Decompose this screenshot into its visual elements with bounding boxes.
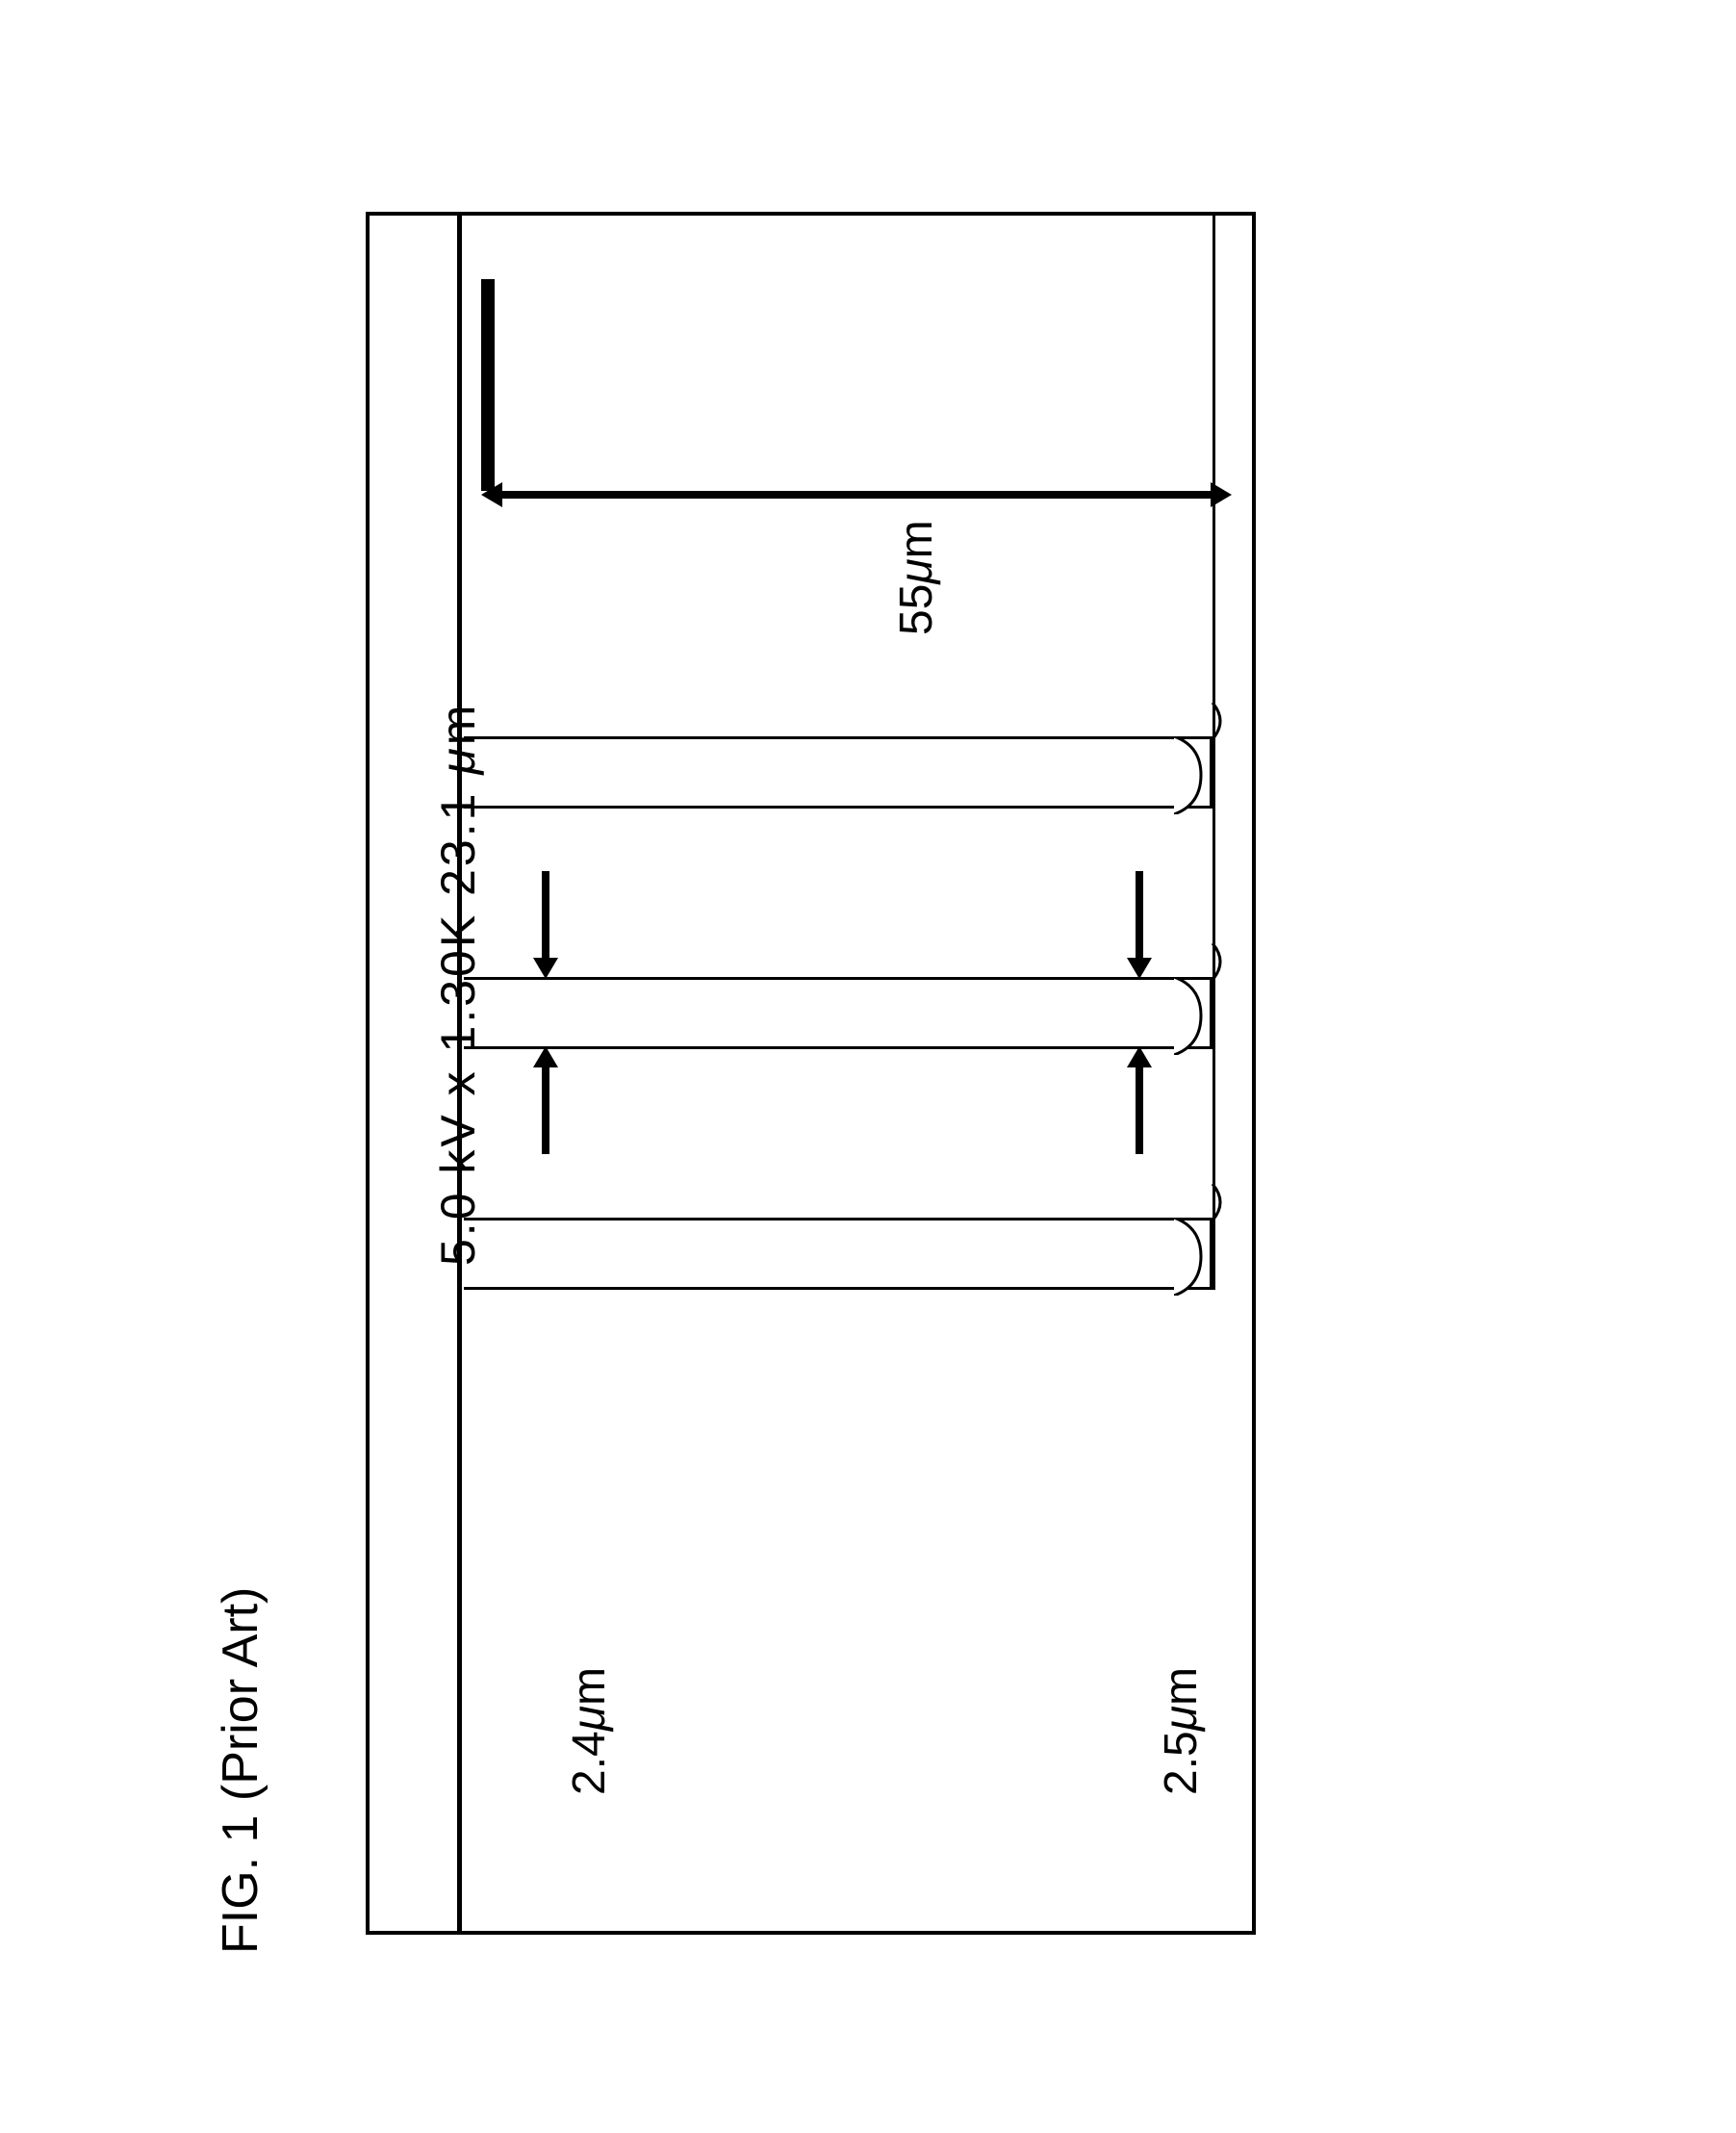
figure-container: FIG. 1 (Prior Art) <box>173 154 1520 1983</box>
sem-footer: 5.0 kV x 1.30K 23.1 μm <box>430 703 486 1266</box>
top-width-arrow-right-line <box>1136 1065 1143 1154</box>
bottom-width-arrow-left-line <box>542 871 549 961</box>
top-width-arrow-left-line <box>1136 871 1143 961</box>
bottom-width-arrow-right-head <box>533 1046 558 1067</box>
height-arrow-head-right <box>1211 482 1232 507</box>
top-width-label: 2.5μm <box>1155 1667 1208 1795</box>
diagram-frame <box>366 212 1256 1935</box>
pillar-2 <box>464 977 1213 1049</box>
height-end-cap <box>481 279 495 491</box>
surface-line <box>1213 214 1215 1290</box>
figure-title: FIG. 1 (Prior Art) <box>212 1587 269 1954</box>
bottom-width-label: 2.4μm <box>563 1667 616 1795</box>
height-arrow-line <box>500 491 1213 499</box>
pillar-3 <box>464 1218 1213 1290</box>
bottom-width-arrow-right-line <box>542 1065 549 1154</box>
top-width-arrow-right-head <box>1127 1046 1152 1067</box>
height-label: 55μm <box>890 520 943 635</box>
bottom-width-arrow-left-head <box>533 958 558 979</box>
pillar-1 <box>464 736 1213 809</box>
top-width-arrow-left-head <box>1127 958 1152 979</box>
